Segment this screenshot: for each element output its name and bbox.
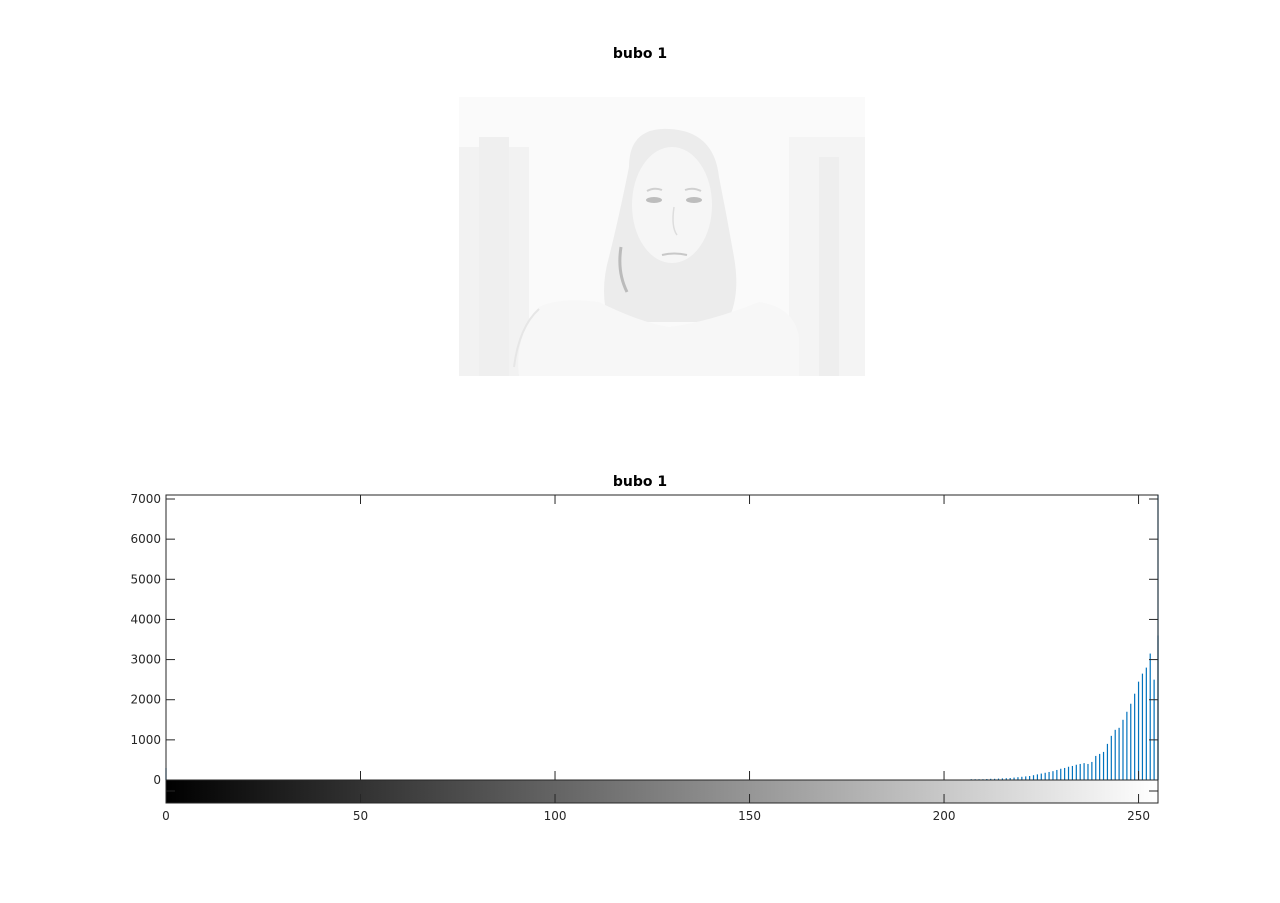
y-tick-label: 7000 <box>130 492 161 506</box>
y-tick-label: 0 <box>153 773 161 787</box>
histogram-bars <box>165 495 1159 780</box>
x-tick-label: 0 <box>162 809 170 823</box>
grayscale-colorbar <box>166 780 1158 803</box>
x-tick-label: 50 <box>353 809 368 823</box>
y-tick-label: 3000 <box>130 653 161 667</box>
image-title: bubo 1 <box>612 46 668 62</box>
histogram-ticks: 0 50 100 150 200 250 0 1000 2000 3000 4000 5000 6000… <box>130 492 1158 823</box>
histogram-title: bubo 1 <box>612 474 668 490</box>
portrait-image-drawing <box>459 97 865 376</box>
x-tick-label: 200 <box>933 809 956 823</box>
x-tick-label: 250 <box>1127 809 1150 823</box>
y-tick-label: 5000 <box>130 572 161 586</box>
x-tick-label: 150 <box>738 809 761 823</box>
x-tick-label: 100 <box>544 809 567 823</box>
portrait-image <box>459 97 865 376</box>
y-tick-label: 4000 <box>130 612 161 626</box>
y-tick-label: 2000 <box>130 693 161 707</box>
axes-box <box>165 494 1159 804</box>
y-tick-label: 1000 <box>130 733 161 747</box>
colorbar-gradient <box>166 780 1158 803</box>
histogram-axes <box>165 494 1159 804</box>
y-tick-label: 6000 <box>130 532 161 546</box>
